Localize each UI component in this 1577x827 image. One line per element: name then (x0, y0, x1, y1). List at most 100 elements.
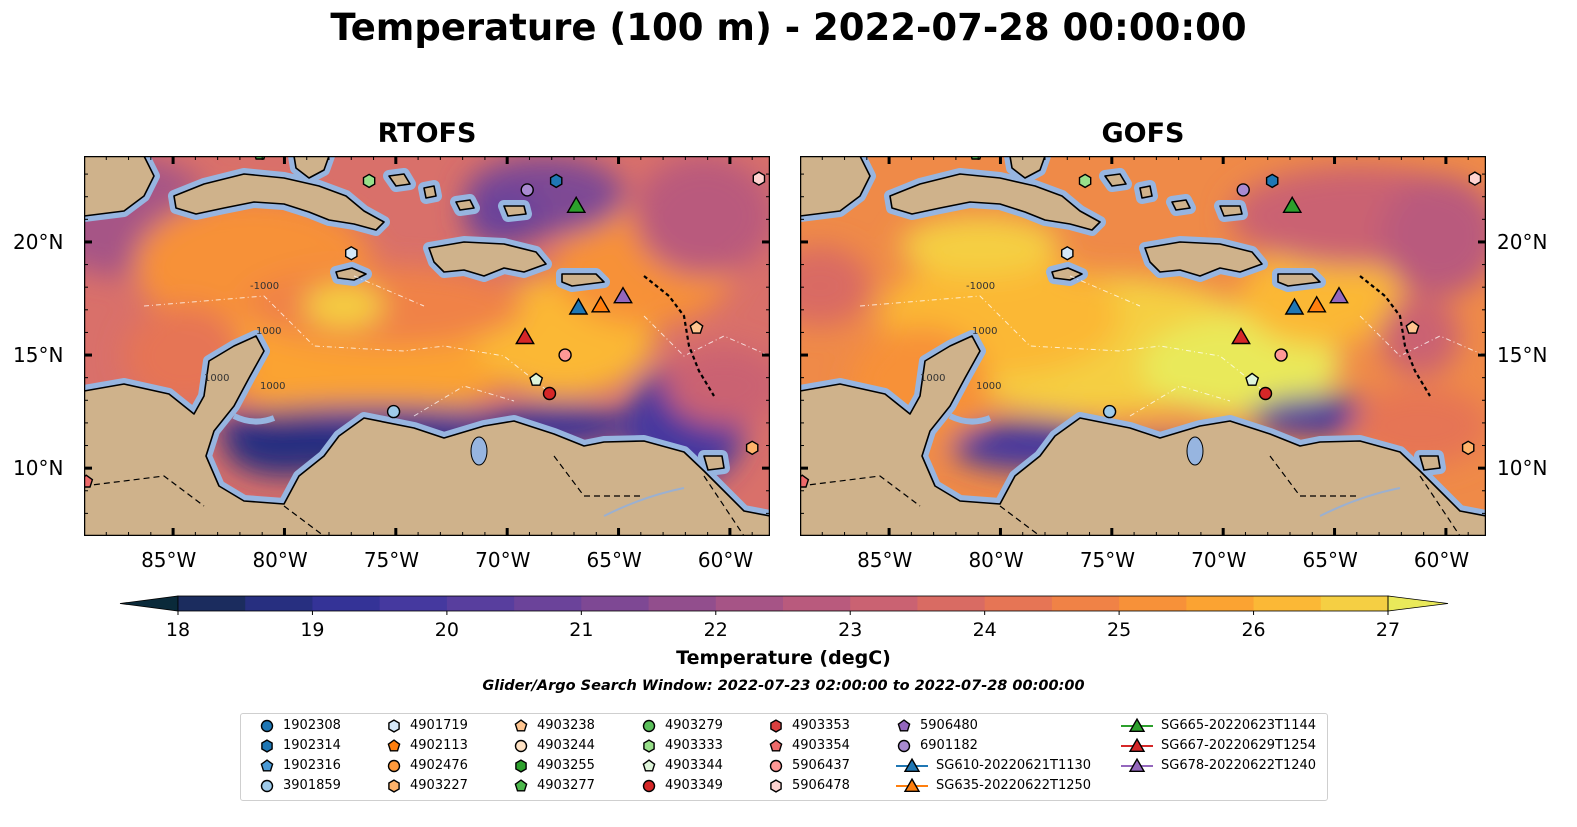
colorbar-tick-label: 27 (1375, 619, 1401, 641)
legend-item-label: 4901719 (410, 718, 468, 733)
colorbar-segment (245, 596, 314, 611)
marker-SG665-20220623T1144 (1282, 195, 1303, 213)
legend-item-label: 1902308 (283, 718, 341, 733)
marker-4903349 (542, 386, 557, 401)
bathymetry-label: 1000 (260, 381, 285, 392)
lat-tick-label-right: 10°N (1497, 456, 1548, 481)
legend-item-label: 4903279 (665, 718, 723, 733)
legend-marker (642, 779, 656, 793)
marker-SG667-20220629T1254 (1231, 327, 1251, 345)
legend-marker (903, 777, 921, 793)
legend-item-label: 6901182 (920, 738, 978, 753)
colorbar-segment (446, 596, 515, 611)
colorbar-extend-min (119, 595, 179, 612)
legend: 1902308 1902314 1902316 3901859 4901719 49021… (240, 713, 1328, 801)
legend-marker (1128, 737, 1146, 753)
colorbar-segment (1186, 596, 1255, 611)
marker-1902314 (1265, 173, 1279, 189)
colorbar-tick-label: 23 (838, 619, 863, 641)
legend-item: 4903354 (768, 737, 850, 754)
marker-5906478 (1468, 171, 1482, 186)
legend-item: 4901719 (386, 717, 468, 734)
legend-item: 4903238 (513, 717, 595, 734)
legend-marker (642, 719, 656, 733)
marker-SG635-20220622T1250 (1306, 295, 1327, 313)
colorbar-segment (1320, 596, 1389, 611)
marker-5906437 (558, 348, 572, 362)
marker-SG678-20220622T1240 (613, 286, 633, 304)
legend-item: 4903227 (386, 777, 468, 794)
marker-SG667-20220629T1254 (515, 327, 535, 345)
legend-item-label: 4903349 (665, 778, 723, 793)
marker-3901859 (1102, 404, 1117, 419)
marker-6901182 (1236, 183, 1250, 197)
legend-item-label: SG610-20220621T1130 (936, 758, 1092, 773)
colorbar-segment (648, 596, 717, 611)
colorbar-tick-label: 21 (569, 619, 594, 641)
lon-tick-label: 65°W (1302, 548, 1358, 572)
marker-4903333 (1078, 173, 1092, 189)
legend-marker (903, 757, 921, 773)
colorbar-segment (1253, 596, 1322, 611)
legend-item: 5906480 (896, 717, 978, 734)
colorbar-segment (379, 596, 448, 611)
legend-item: 1902314 (259, 737, 341, 754)
marker-4903354 (84, 474, 94, 488)
legend-item: SG665-20220623T1144 (1121, 717, 1316, 734)
legend-marker (388, 779, 400, 793)
legend-item: 4903349 (641, 777, 723, 794)
legend-item-label: 5906480 (920, 718, 978, 733)
bathymetry-label: 1000 (256, 326, 281, 337)
marker-SG610-20220621T1130 (1284, 297, 1305, 315)
legend-marker (260, 719, 274, 733)
lon-tick-label: 80°W (968, 548, 1024, 572)
marker-6901182 (520, 183, 534, 197)
marker-4903344 (1245, 372, 1260, 386)
lon-tick-label: 75°W (363, 548, 420, 572)
legend-item-label: 4903333 (665, 738, 723, 753)
legend-item: 4903244 (513, 737, 595, 754)
colorbar-segment (783, 596, 851, 611)
bathymetry-label: -1000 (250, 281, 279, 292)
lon-tick-label: 60°W (1413, 548, 1470, 572)
marker-4903238 (1405, 320, 1420, 334)
marker-SG665-20220623T1144 (566, 195, 587, 213)
marker-4903349 (1258, 386, 1273, 401)
colorbar-segment (715, 596, 784, 611)
legend-item-label: 3901859 (283, 778, 341, 793)
legend-item: 1902308 (259, 717, 341, 734)
legend-item-label: SG635-20220622T1250 (936, 778, 1092, 793)
marker-4903333 (362, 173, 376, 189)
legend-marker (514, 779, 528, 792)
legend-item: 4903353 (768, 717, 850, 734)
legend-item: 5906478 (768, 777, 850, 794)
map-panel-gofs: 1000 1000 -1000 1000 (800, 156, 1486, 536)
colorbar-segment (1051, 596, 1120, 611)
marker-4903227 (745, 440, 759, 456)
legend-marker (642, 759, 656, 772)
legend-item: 3901859 (259, 777, 341, 794)
colorbar-segment (178, 596, 246, 611)
colorbar-tick-label: 26 (1241, 619, 1266, 641)
lon-tick-label: 65°W (586, 548, 642, 572)
marker-1902314 (549, 173, 563, 189)
legend-item-label: 5906478 (792, 778, 850, 793)
bathymetry-label: -1000 (966, 281, 995, 292)
legend-item-label: 1902314 (283, 738, 341, 753)
search-window-subtitle: Glider/Argo Search Window: 2022-07-23 02… (482, 678, 1085, 694)
legend-marker (260, 759, 274, 772)
legend-marker (770, 779, 782, 793)
legend-marker (514, 739, 528, 753)
legend-item: 4903255 (513, 757, 595, 774)
lon-tick-label: 75°W (1079, 548, 1136, 572)
legend-item-label: 4903277 (537, 778, 595, 793)
colorbar-extend-max (1387, 595, 1449, 612)
legend-item-label: 4902113 (410, 738, 468, 753)
marker-SG678-20220622T1240 (1329, 286, 1349, 304)
legend-item: 6901182 (896, 737, 978, 754)
legend-marker (770, 719, 782, 733)
legend-item-label: 4903244 (537, 738, 595, 753)
marker-4903344 (529, 372, 544, 386)
marker-5906437 (1274, 348, 1288, 362)
legend-item: 4903277 (513, 777, 595, 794)
